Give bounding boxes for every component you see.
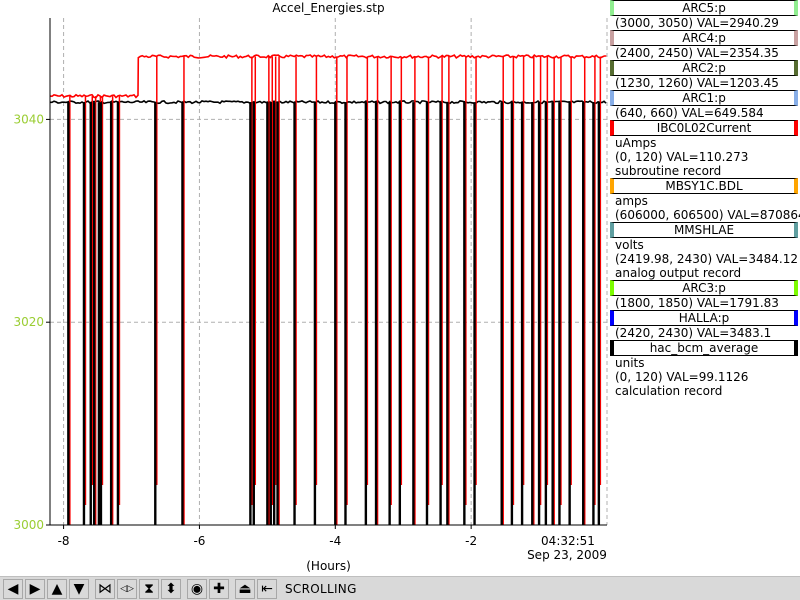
plot-area[interactable]: 3000 3020 3040 -8 -6 -4 -2 04:32:51 Sep 23, 20… xyxy=(0,0,608,576)
x-tick-label: -4 xyxy=(329,534,341,548)
legend-detail: (2420, 2430) VAL=3483.1 xyxy=(615,326,772,340)
arrow-right-icon: ▶ xyxy=(29,580,41,597)
legend-entry[interactable]: hac_bcm_average units (0, 120) VAL=99.1126… xyxy=(608,340,800,398)
scroll-status-label: SCROLLING xyxy=(285,581,357,596)
legend-detail: uAmps xyxy=(615,136,657,150)
plus-icon: ✚ xyxy=(213,580,225,597)
legend-detail: (640, 660) VAL=649.584 xyxy=(615,106,764,120)
legend-entry[interactable]: MBSY1C.BDL amps (606000, 606500) VAL=87086… xyxy=(608,178,800,222)
legend-detail: (0, 120) VAL=99.1126 xyxy=(615,370,749,384)
scroll-mode-icon: ⏏ xyxy=(238,580,252,597)
x-end-date-label: Sep 23, 2009 xyxy=(527,548,607,562)
y-tick-label: 3020 xyxy=(13,315,44,329)
zoom-out-x-icon: ◁▷ xyxy=(120,583,134,594)
legend-entry[interactable]: MMSHLAE volts (2419.98, 2430) VAL=3484.12 a… xyxy=(608,222,800,280)
record-icon: ◉ xyxy=(190,580,204,597)
legend-detail: units xyxy=(615,356,645,370)
legend-label[interactable]: ARC3:p xyxy=(610,280,798,296)
arrow-left-icon: ◀ xyxy=(7,580,19,597)
legend-detail: (1800, 1850) VAL=1791.83 xyxy=(615,296,779,310)
toolbar: ◀ ▶ ▲ ▼ ⋈ ◁▷ ⧗ ⬍ ◉ ✚ ⏏ ⇤ SCROLLING xyxy=(0,576,800,600)
zoom-in-y-icon: ⧗ xyxy=(144,580,154,597)
legend-detail: analog output record xyxy=(615,266,742,280)
chart-title: Accel_Energies.stp xyxy=(272,1,385,15)
x-tick-label: -6 xyxy=(193,534,205,548)
scroll-left-button[interactable]: ◀ xyxy=(3,578,23,599)
legend-label[interactable]: MBSY1C.BDL xyxy=(610,178,798,194)
legend-detail: amps xyxy=(615,194,648,208)
legend-detail: (0, 120) VAL=110.273 xyxy=(615,150,749,164)
y-tick-label: 3000 xyxy=(13,518,44,532)
legend-detail: (1230, 1260) VAL=1203.45 xyxy=(615,76,779,90)
legend-entry[interactable]: IBC0L02Current uAmps (0, 120) VAL=110.273 s… xyxy=(608,120,800,178)
scroll-mode-button[interactable]: ⏏ xyxy=(235,578,255,599)
legend-label[interactable]: ARC1:p xyxy=(610,90,798,106)
legend-label[interactable]: ARC2:p xyxy=(610,60,798,76)
autoscale-button[interactable]: ◉ xyxy=(187,578,207,599)
legend-entry[interactable]: HALLA:p (2420, 2430) VAL=3483.1 xyxy=(608,310,800,340)
legend-detail: subroutine record xyxy=(615,164,722,178)
legend-detail: calculation record xyxy=(615,384,723,398)
legend-entry[interactable]: ARC2:p (1230, 1260) VAL=1203.45 xyxy=(608,60,800,90)
x-end-time-label: 04:32:51 xyxy=(541,534,595,548)
arrow-up-icon: ▲ xyxy=(51,580,63,597)
axes xyxy=(49,18,607,526)
legend-panel: ARC5:p (3000, 3050) VAL=2940.29 ARC4:p (240… xyxy=(608,0,800,400)
legend-label[interactable]: HALLA:p xyxy=(610,310,798,326)
add-button[interactable]: ✚ xyxy=(209,578,229,599)
legend-label[interactable]: ARC5:p xyxy=(610,0,798,16)
legend-entry[interactable]: ARC1:p (640, 660) VAL=649.584 xyxy=(608,90,800,120)
scroll-down-button[interactable]: ▼ xyxy=(69,578,89,599)
legend-label[interactable]: MMSHLAE xyxy=(610,222,798,238)
legend-detail: volts xyxy=(615,238,644,252)
zoom-out-y-icon: ⬍ xyxy=(165,580,177,597)
legend-label[interactable]: IBC0L02Current xyxy=(610,120,798,136)
zoom-out-y-button[interactable]: ⬍ xyxy=(161,578,181,599)
x-axis-unit-label: (Hours) xyxy=(306,559,351,573)
legend-detail: (2419.98, 2430) VAL=3484.12 xyxy=(615,252,798,266)
legend-label[interactable]: ARC4:p xyxy=(610,30,798,46)
scroll-up-button[interactable]: ▲ xyxy=(47,578,67,599)
zoom-in-x-button[interactable]: ⋈ xyxy=(95,578,115,599)
zoom-in-x-icon: ⋈ xyxy=(98,580,112,597)
jump-end-icon: ⇤ xyxy=(261,580,273,597)
jump-end-button[interactable]: ⇤ xyxy=(257,578,277,599)
y-tick-label: 3040 xyxy=(13,112,44,126)
scroll-right-button[interactable]: ▶ xyxy=(25,578,45,599)
zoom-in-y-button[interactable]: ⧗ xyxy=(139,578,159,599)
legend-entry[interactable]: ARC5:p (3000, 3050) VAL=2940.29 xyxy=(608,0,800,30)
legend-detail: (2400, 2450) VAL=2354.35 xyxy=(615,46,779,60)
x-tick-label: -8 xyxy=(58,534,70,548)
series-traces xyxy=(49,53,607,525)
x-tick-label: -2 xyxy=(465,534,477,548)
legend-detail: (3000, 3050) VAL=2940.29 xyxy=(615,16,779,30)
legend-entry[interactable]: ARC3:p (1800, 1850) VAL=1791.83 xyxy=(608,280,800,310)
tick-labels: 3000 3020 3040 -8 -6 -4 -2 xyxy=(13,112,477,548)
legend-entry[interactable]: ARC4:p (2400, 2450) VAL=2354.35 xyxy=(608,30,800,60)
legend-label[interactable]: hac_bcm_average xyxy=(610,340,798,356)
arrow-down-icon: ▼ xyxy=(73,580,85,597)
legend-detail: (606000, 606500) VAL=870864 xyxy=(615,208,800,222)
zoom-out-x-button[interactable]: ◁▷ xyxy=(117,578,137,599)
